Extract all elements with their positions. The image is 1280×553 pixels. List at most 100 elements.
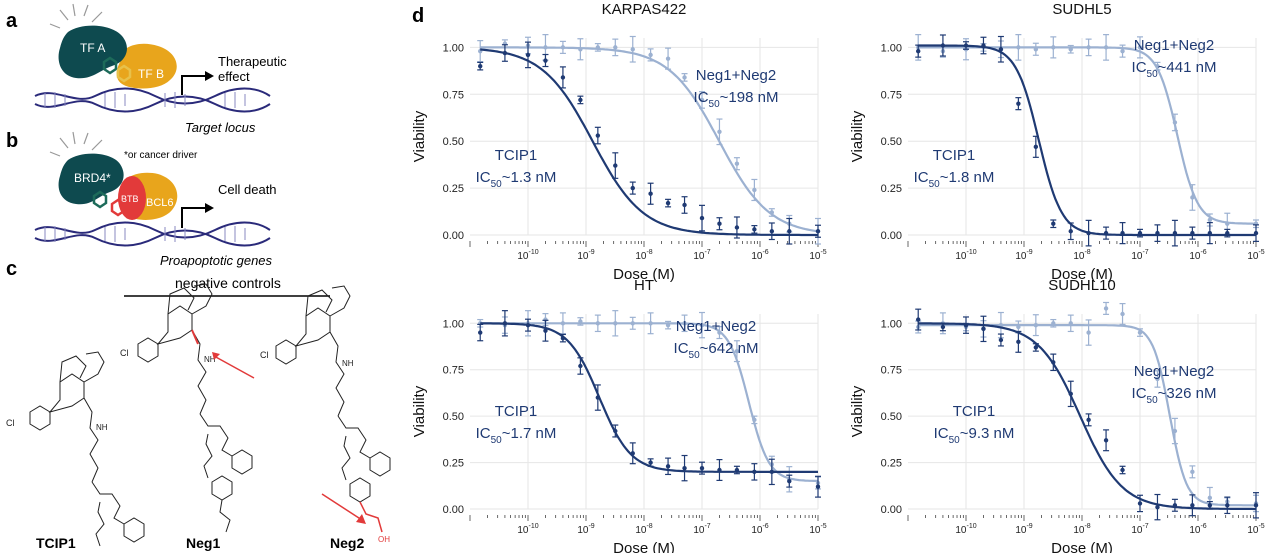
data-point-tcip1 (787, 229, 792, 234)
x-tick-label: 10-10 (955, 523, 976, 536)
data-point-neg (630, 47, 635, 52)
data-point-tcip1 (525, 52, 531, 58)
data-point-neg (699, 322, 705, 328)
data-point-tcip1 (525, 322, 531, 328)
data-point-tcip1 (699, 465, 705, 471)
x-tick-label: 10-7 (693, 249, 710, 262)
x-tick-label: 10-9 (577, 249, 594, 262)
data-point-tcip1 (613, 163, 618, 168)
data-point-tcip1 (478, 330, 483, 335)
neg2-red-arrow-head (356, 514, 366, 524)
arrow-head-a (205, 71, 214, 81)
x-tick-label: 10-9 (577, 523, 594, 536)
x-tick-label: 10-5 (1247, 523, 1264, 536)
transcription-arrow-b (181, 207, 205, 228)
data-point-neg (1190, 469, 1195, 475)
data-point-tcip1 (630, 185, 635, 191)
data-point-tcip1 (787, 478, 792, 484)
data-point-tcip1 (1253, 230, 1259, 236)
data-point-neg (613, 321, 618, 326)
data-point-tcip1 (1190, 503, 1195, 508)
data-point-tcip1 (1033, 144, 1039, 150)
y-tick-label: 0.00 (443, 230, 464, 242)
data-point-tcip1 (1068, 391, 1073, 397)
data-point-tcip1 (1207, 230, 1213, 236)
data-point-tcip1 (717, 467, 722, 473)
data-point-neg (769, 210, 775, 215)
y-axis-label: Viability (411, 385, 428, 437)
x-tick-label: 10-7 (1131, 249, 1148, 262)
svg-text:NH: NH (204, 355, 216, 364)
data-point-neg (1225, 221, 1230, 226)
x-tick-label: 10-9 (1015, 523, 1032, 536)
data-point-tcip1 (1172, 230, 1178, 236)
data-point-tcip1 (1016, 339, 1021, 345)
data-point-tcip1 (1103, 230, 1109, 236)
panel-letter-a: a (6, 10, 18, 32)
data-point-neg (1172, 120, 1178, 125)
dna-rungs-b (44, 226, 246, 242)
data-point-neg (752, 187, 757, 193)
data-point-tcip1 (648, 460, 653, 465)
data-point-tcip1 (734, 467, 740, 473)
data-point-tcip1 (648, 191, 653, 196)
data-point-tcip1 (682, 202, 687, 208)
data-point-neg (665, 322, 671, 328)
data-point-neg (682, 75, 687, 80)
neg1-red-arrow-head (212, 352, 220, 360)
data-point-tcip1 (916, 317, 921, 322)
x-tick-label: 10-8 (635, 523, 652, 536)
dose-response-chart-sudhl5: SUDHL5 0.00 0.25 0.50 0.75 1.00 10-10 10-9 10-8 1… (849, 1, 1265, 283)
data-point-tcip1 (963, 322, 969, 328)
ic50-label: IC50~1.8 nM (914, 169, 995, 190)
data-point-tcip1 (1051, 221, 1056, 226)
y-tick-label: 0.50 (443, 136, 464, 148)
data-point-tcip1 (1068, 229, 1073, 234)
y-tick-label: 0.00 (881, 230, 902, 242)
data-point-neg (1051, 45, 1056, 50)
target-locus-label: Target locus (185, 120, 256, 135)
data-point-neg (1120, 48, 1125, 54)
tf-b-label: TF B (138, 67, 164, 81)
chart-title: HT (634, 277, 654, 294)
data-point-tcip1 (1137, 230, 1143, 236)
x-tick-label: 10-6 (1189, 249, 1206, 262)
y-tick-label: 0.25 (881, 183, 902, 195)
data-point-neg (1155, 63, 1160, 69)
data-point-tcip1 (560, 335, 566, 341)
data-point-neg (1103, 306, 1109, 311)
y-tick-label: 1.00 (443, 42, 464, 54)
x-tick-label: 10-10 (517, 249, 538, 262)
x-tick-label: 10-8 (1073, 523, 1090, 536)
x-tick-label: 10-5 (809, 523, 826, 536)
panel-letter-b: b (6, 130, 19, 152)
arrow-head-b (205, 203, 214, 213)
data-point-tcip1 (1137, 501, 1143, 506)
data-point-neg (543, 45, 548, 50)
panel-letter-d: d (412, 5, 425, 27)
x-tick-label: 10-10 (955, 249, 976, 262)
data-point-tcip1 (595, 133, 601, 138)
x-tick-label: 10-6 (751, 249, 768, 262)
dna-rungs-a (44, 92, 246, 108)
x-tick-label: 10-5 (1247, 249, 1264, 262)
series-name-label: Neg1+Neg2 (1134, 363, 1214, 380)
data-point-neg (1155, 376, 1160, 382)
data-point-neg (613, 45, 618, 50)
activity-sparks-a (49, 3, 103, 29)
data-point-tcip1 (1225, 503, 1230, 508)
x-axis-label: Dose (M) (1051, 266, 1113, 283)
molecule-hexagon-red-b (110, 198, 126, 217)
data-point-tcip1 (1120, 467, 1125, 473)
panel-c-structures: negative controls Cl NH TCIP1 Cl NH Neg1… (6, 275, 391, 551)
neg1-red-arrow (213, 355, 255, 379)
dna-helix-a (34, 87, 271, 113)
therapeutic-effect-label-1: Therapeutic (218, 54, 287, 69)
svg-text:Cl: Cl (6, 418, 15, 428)
y-tick-label: 1.00 (881, 42, 902, 54)
ic50-label: IC50~441 nM (1132, 59, 1217, 80)
x-tick-label: 10-7 (1131, 523, 1148, 536)
data-point-neg (1137, 45, 1143, 50)
series-name-label: Neg1+Neg2 (1134, 37, 1214, 54)
panel-b-illustration: BRD4* BTB BCL6 *or cancer driver Cell de… (34, 131, 277, 268)
